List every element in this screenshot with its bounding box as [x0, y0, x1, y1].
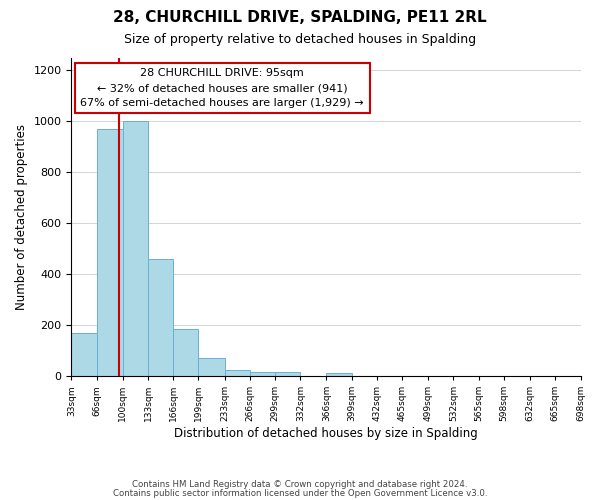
Text: 28, CHURCHILL DRIVE, SPALDING, PE11 2RL: 28, CHURCHILL DRIVE, SPALDING, PE11 2RL — [113, 10, 487, 25]
Text: Contains public sector information licensed under the Open Government Licence v3: Contains public sector information licen… — [113, 489, 487, 498]
Bar — [250, 372, 275, 376]
Bar — [173, 329, 199, 376]
Bar — [199, 358, 224, 376]
Text: Contains HM Land Registry data © Crown copyright and database right 2024.: Contains HM Land Registry data © Crown c… — [132, 480, 468, 489]
Y-axis label: Number of detached properties: Number of detached properties — [15, 124, 28, 310]
Bar — [224, 370, 250, 376]
X-axis label: Distribution of detached houses by size in Spalding: Distribution of detached houses by size … — [174, 427, 478, 440]
Text: 28 CHURCHILL DRIVE: 95sqm
← 32% of detached houses are smaller (941)
67% of semi: 28 CHURCHILL DRIVE: 95sqm ← 32% of detac… — [80, 68, 364, 108]
Bar — [326, 374, 352, 376]
Bar — [148, 259, 173, 376]
Bar — [275, 372, 301, 376]
Bar — [122, 121, 148, 376]
Bar — [71, 332, 97, 376]
Bar — [97, 129, 122, 376]
Text: Size of property relative to detached houses in Spalding: Size of property relative to detached ho… — [124, 32, 476, 46]
